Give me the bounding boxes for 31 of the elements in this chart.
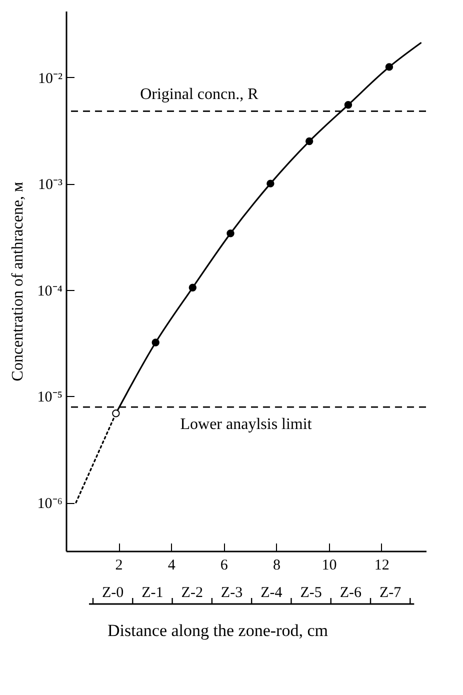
y-tick-label: 10⁻⁴ <box>37 283 62 300</box>
y-tick-label: 10⁻⁵ <box>37 390 62 406</box>
point <box>152 338 160 346</box>
point <box>305 137 314 146</box>
point <box>188 284 197 292</box>
text: Z-1 <box>142 585 164 601</box>
text: Z-7 <box>380 585 402 601</box>
y-tick-label: 10⁻² <box>38 70 63 87</box>
point <box>385 63 394 71</box>
x-tick-label: 6 <box>220 558 228 574</box>
x-tick-label: 8 <box>272 558 280 574</box>
text: Z-0 <box>102 585 124 601</box>
point <box>266 180 274 188</box>
point <box>226 230 234 238</box>
text: Z-4 <box>260 585 283 601</box>
point <box>344 101 352 109</box>
ref-line-label: Original concn., R <box>140 86 259 104</box>
y-tick-label: 10⁻⁶ <box>37 496 62 512</box>
text: Z-6 <box>340 585 362 601</box>
text: Z-2 <box>181 585 203 601</box>
x-axis-title: Distance along the zone-rod, cm <box>108 620 328 640</box>
x-tick-label: 12 <box>374 558 390 574</box>
y-axis-title: Concentration of anthracene, ᴍ <box>9 182 26 382</box>
point <box>112 409 120 418</box>
x-tick-label: 2 <box>115 558 123 574</box>
x-tick-label: 10 <box>322 558 337 574</box>
text: Z-5 <box>300 585 322 601</box>
ref-line-label: Lower anaylsis limit <box>180 416 312 434</box>
text: Z-3 <box>220 585 243 601</box>
x-tick-label: 4 <box>168 558 176 574</box>
y-tick-label: 10⁻³ <box>38 177 63 194</box>
